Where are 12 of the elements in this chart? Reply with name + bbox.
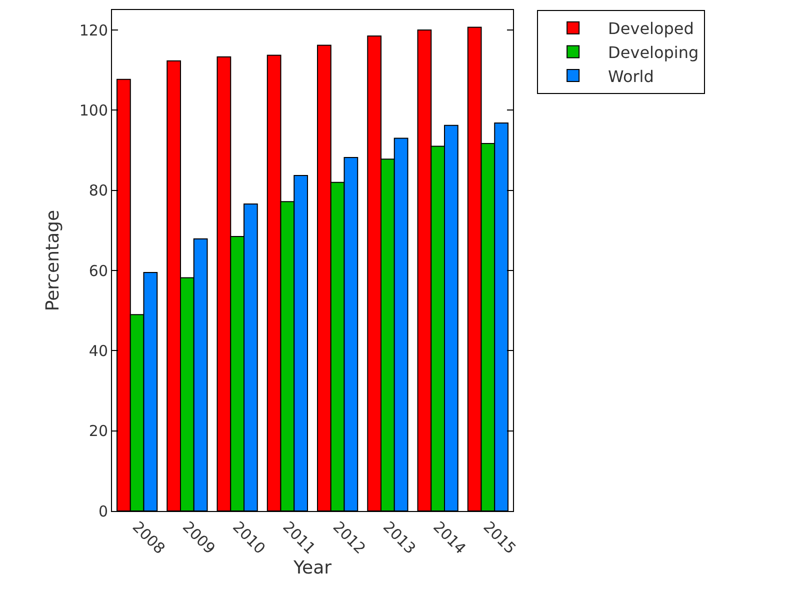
y-tick-label: 120 xyxy=(79,21,108,40)
y-tick-label: 40 xyxy=(88,342,108,360)
x-axis-title: Year xyxy=(292,558,332,579)
legend-label: Developed xyxy=(608,19,694,38)
y-tick-label: 100 xyxy=(79,101,108,120)
y-tick-label: 60 xyxy=(88,262,108,280)
y-tick-label: 80 xyxy=(88,182,108,200)
y-tick-label: 0 xyxy=(98,502,108,520)
y-axis-title: Percentage xyxy=(42,210,64,312)
y-tick-label: 20 xyxy=(88,422,108,440)
legend-label: World xyxy=(608,66,654,86)
legend-label: Developing xyxy=(608,42,699,62)
